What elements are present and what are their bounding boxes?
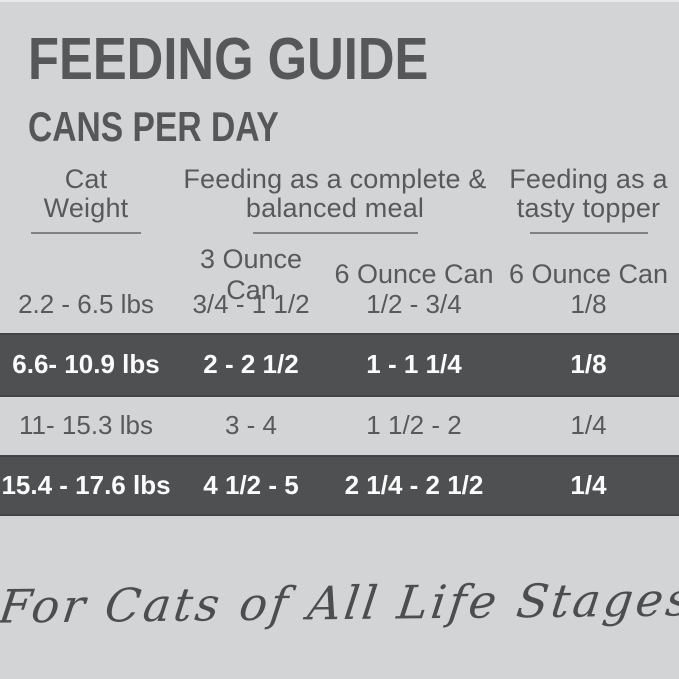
- topper-6oz-value: 1/4: [570, 410, 607, 441]
- title-block: FEEDING GUIDE CANS PER DAY: [0, 0, 679, 148]
- topper-6oz-value: 1/8: [570, 349, 607, 380]
- subheader-6oz-can-topper: 6 Ounce Can: [508, 259, 669, 290]
- column-header-line: Weight: [43, 192, 129, 223]
- meal-3oz-value: 3/4 - 1 1/2: [192, 288, 310, 319]
- column-header-line: Cat: [64, 164, 108, 194]
- cat-weight-value: 6.6- 10.9 lbs: [12, 349, 160, 380]
- column-header-line: Feeding as a complete &: [183, 164, 487, 194]
- meal-6oz-value: 1 1/2 - 2: [366, 410, 462, 441]
- header-underline: [252, 231, 418, 234]
- column-header-cat-weight: Cat Weight: [0, 165, 172, 234]
- topper-6oz-value: 1/4: [570, 469, 607, 500]
- table-row: 2.2 - 6.5 lbs 3/4 - 1 1/2 1/2 - 3/4 1/8: [0, 276, 679, 333]
- meal-6oz-value: 1 - 1 1/4: [366, 349, 462, 380]
- header-underline: [529, 231, 648, 234]
- column-header-line: tasty topper: [516, 192, 661, 223]
- header-underline: [31, 231, 141, 234]
- meal-3oz-value: 4 1/2 - 5: [203, 469, 299, 500]
- page-title: FEEDING GUIDE: [28, 26, 429, 92]
- meal-6oz-value: 1/2 - 3/4: [366, 288, 462, 319]
- page-subtitle: CANS PER DAY: [28, 103, 279, 150]
- table-header-row: Cat Weight Feeding as a complete & balan…: [0, 165, 679, 234]
- column-header-complete-meal: Feeding as a complete & balanced meal: [172, 165, 498, 234]
- table-subheader-row: 3 Ounce Can 6 Ounce Can 6 Ounce Can: [0, 244, 679, 305]
- cat-weight-value: 15.4 - 17.6 lbs: [1, 469, 171, 500]
- subheader-3oz-can-meal: 3 Ounce Can: [199, 243, 303, 305]
- topper-6oz-value: 1/8: [570, 288, 607, 319]
- column-header-line: balanced meal: [245, 192, 425, 223]
- column-header-tasty-topper: Feeding as a tasty topper: [498, 165, 679, 234]
- footer: For Cats of All Life Stages: [0, 572, 679, 633]
- cat-weight-value: 11- 15.3 lbs: [19, 410, 153, 441]
- column-header-line: Feeding as a: [509, 164, 668, 194]
- meal-3oz-value: 3 - 4: [224, 410, 278, 441]
- table-row-highlighted: 15.4 - 17.6 lbs 4 1/2 - 5 2 1/4 - 2 1/2 …: [0, 454, 679, 516]
- table-row-highlighted: 6.6- 10.9 lbs 2 - 2 1/2 1 - 1 1/4 1/8: [0, 332, 679, 397]
- table-row: 11- 15.3 lbs 3 - 4 1 1/2 - 2 1/4: [0, 397, 679, 455]
- meal-3oz-value: 2 - 2 1/2: [203, 349, 299, 380]
- subheader-6oz-can-meal: 6 Ounce Can: [334, 259, 494, 290]
- meal-6oz-value: 2 1/4 - 2 1/2: [344, 469, 484, 500]
- cat-weight-value: 2.2 - 6.5 lbs: [18, 288, 154, 319]
- tagline-script-text: For Cats of All Life Stages: [0, 572, 679, 634]
